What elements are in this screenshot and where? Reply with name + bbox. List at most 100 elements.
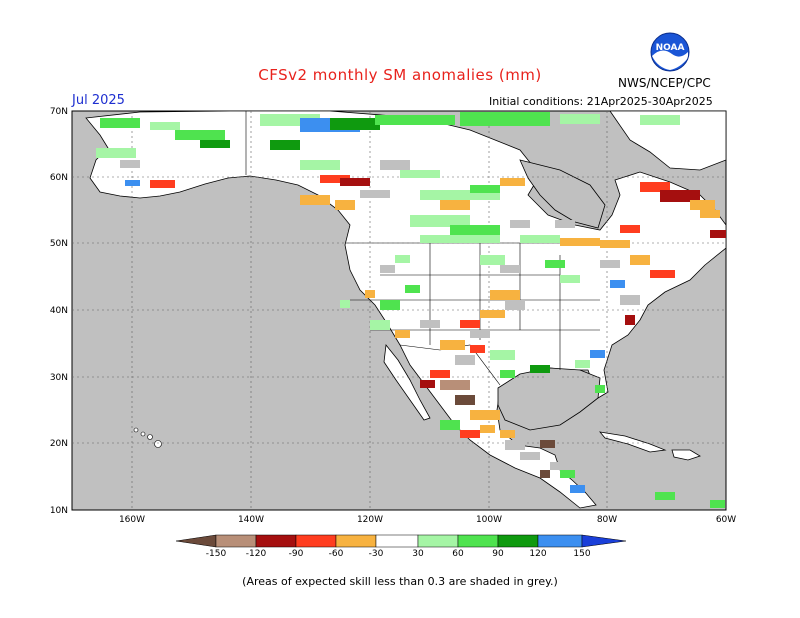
anomaly-cell	[530, 365, 550, 373]
anomaly-cell	[455, 395, 475, 405]
anomaly-cell	[680, 500, 700, 508]
land-baja	[383, 344, 431, 421]
anomaly-cell	[560, 275, 580, 283]
anomaly-cell	[270, 140, 300, 150]
anomaly-cell	[440, 340, 465, 350]
anomaly-cell	[400, 170, 440, 178]
anomaly-cell	[470, 410, 500, 420]
anomaly-cell	[460, 320, 480, 328]
anomaly-cell	[660, 190, 700, 202]
anomaly-cell	[590, 350, 605, 358]
anomaly-cell	[620, 295, 640, 305]
lat-label: 30N	[50, 373, 68, 383]
anomaly-cell	[300, 195, 330, 205]
anomaly-cell	[460, 430, 480, 438]
noaa-logo-text: NOAA	[656, 43, 685, 53]
anomaly-cell	[300, 160, 340, 170]
skill-footnote: (Areas of expected skill less than 0.3 a…	[242, 575, 558, 588]
lon-label: 80W	[597, 515, 617, 525]
anomaly-cell	[480, 310, 505, 318]
colorbar-swatch	[255, 534, 297, 548]
anomaly-cell	[450, 225, 500, 235]
colorbar-label: -120	[246, 549, 267, 559]
anomaly-cell	[610, 280, 625, 288]
anomaly-cell	[470, 330, 490, 338]
anomaly-cell	[405, 285, 420, 293]
colorbar-swatch	[537, 534, 583, 548]
anomaly-cell	[560, 470, 575, 478]
anomaly-cell	[380, 300, 400, 310]
anomaly-cell	[460, 112, 550, 126]
anomaly-cell	[500, 178, 525, 186]
hudson-bay	[519, 159, 606, 229]
anomaly-cell	[640, 182, 670, 192]
lat-label: 10N	[50, 506, 68, 516]
anomaly-cell	[560, 114, 600, 124]
anomaly-cell	[500, 265, 520, 273]
anomaly-cell	[700, 210, 720, 218]
forecast-period: Jul 2025	[72, 93, 125, 108]
anomaly-cell	[480, 425, 495, 433]
lon-labels: 160W 140W 120W 100W 80W 60W	[119, 515, 736, 525]
anomaly-cell	[555, 220, 575, 228]
anomaly-cell	[505, 440, 525, 450]
anomaly-cell	[625, 315, 635, 325]
anomaly-cell	[710, 500, 725, 508]
anomaly-cell	[570, 485, 585, 493]
colorbar-label: 120	[529, 549, 546, 559]
anomaly-cell	[650, 270, 675, 278]
lon-label: 120W	[357, 515, 383, 525]
anomaly-cell	[440, 380, 470, 390]
colorbar-high-arrow	[581, 534, 627, 548]
anomaly-cell	[340, 300, 350, 308]
anomaly-cell	[540, 440, 555, 448]
anomaly-cell	[440, 200, 470, 210]
anomaly-cell	[520, 235, 560, 243]
anomaly-cell	[640, 115, 680, 125]
colorbar: -150 -120 -90 -60 -30 30 60 90 120 150	[175, 534, 627, 559]
anomaly-cell	[175, 130, 225, 140]
lat-label: 20N	[50, 439, 68, 449]
anomaly-cell	[595, 385, 605, 393]
anomaly-cell	[410, 215, 470, 227]
colorbar-swatch	[335, 534, 377, 548]
anomaly-cell	[380, 265, 395, 273]
anomaly-cell	[690, 200, 715, 210]
anomaly-cell	[200, 140, 230, 148]
anomaly-cell	[365, 290, 375, 298]
anomaly-cell	[455, 355, 475, 365]
colorbar-label: 90	[492, 549, 504, 559]
anomaly-cell	[320, 175, 350, 183]
anomaly-cell	[500, 430, 515, 438]
anomaly-cell	[480, 255, 505, 265]
anomaly-cell	[520, 452, 540, 460]
anomaly-cell	[440, 420, 460, 430]
colorbar-swatch	[375, 534, 419, 548]
anomaly-cell	[430, 370, 450, 378]
anomaly-cell	[335, 200, 355, 210]
anomaly-cell	[96, 148, 136, 158]
lon-label: 100W	[476, 515, 502, 525]
anomaly-cell	[100, 118, 140, 128]
map-title: CFSv2 monthly SM anomalies (mm)	[258, 66, 542, 84]
colorbar-low-arrow	[175, 534, 217, 548]
anomaly-cell	[150, 122, 180, 130]
anomaly-cell	[150, 180, 175, 188]
colorbar-label: 60	[452, 549, 464, 559]
anomaly-cell	[490, 350, 515, 360]
anomaly-cell	[375, 115, 455, 125]
anomaly-cell	[420, 190, 500, 200]
lon-label: 60W	[716, 515, 736, 525]
anomaly-cell	[510, 220, 530, 228]
anomaly-cell	[545, 375, 560, 383]
lon-label: 140W	[238, 515, 264, 525]
agency-label: NWS/NCEP/CPC	[618, 76, 711, 90]
colorbar-swatch	[417, 534, 459, 548]
colorbar-label: -90	[289, 549, 304, 559]
land-hawaii	[133, 427, 162, 448]
land-greenland	[609, 110, 727, 171]
colorbar-label: 30	[412, 549, 424, 559]
anomaly-cell	[420, 380, 435, 388]
land-cuba	[599, 431, 667, 453]
anomaly-cell	[655, 492, 675, 500]
